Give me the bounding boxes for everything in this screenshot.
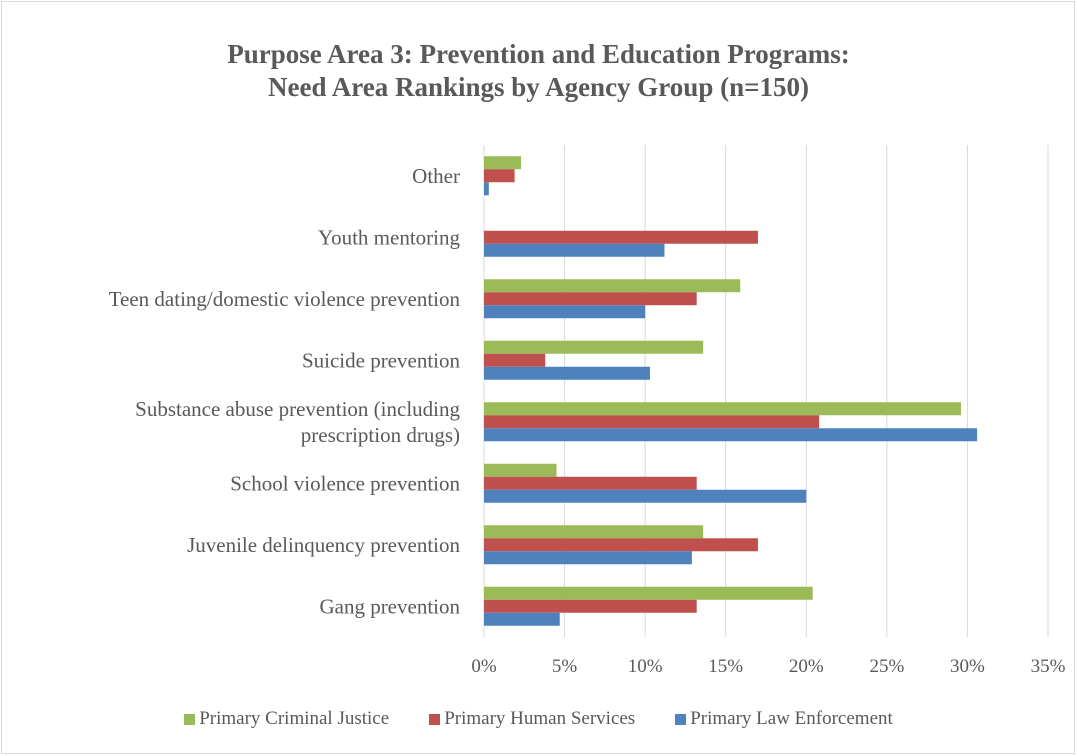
chart-title-line-2: Need Area Rankings by Agency Group (n=15… (268, 72, 809, 102)
x-tick-label-6: 30% (950, 656, 985, 677)
x-tick-label-4: 20% (789, 656, 824, 677)
bar-1-7 (484, 525, 704, 539)
legend-swatch-criminal-justice (184, 713, 196, 725)
category-label-5-line-1: Substance abuse prevention (including (135, 397, 460, 421)
bar-3-8 (484, 612, 560, 626)
bar-2-1 (484, 169, 515, 183)
bar-1-6 (484, 463, 557, 477)
legend: Primary Criminal Justice Primary Human S… (0, 708, 1077, 730)
bar-1-5 (484, 402, 961, 416)
bar-2-6 (484, 476, 697, 490)
legend-label-criminal-justice: Primary Criminal Justice (199, 708, 390, 729)
legend-swatch-law-enforcement (675, 713, 687, 725)
bar-3-1 (484, 182, 489, 196)
bar-3-7 (484, 551, 692, 565)
bar-2-3 (484, 292, 697, 306)
x-tick-label-0: 0% (471, 656, 497, 677)
chart-title: Purpose Area 3: Prevention and Education… (0, 38, 1077, 104)
category-label-7: Juvenile delinquency prevention (187, 533, 460, 557)
x-tick-label-2: 10% (628, 656, 663, 677)
bar-2-7 (484, 538, 758, 552)
category-label-8: Gang prevention (319, 594, 460, 618)
category-label-3: Teen dating/domestic violence prevention (109, 287, 461, 311)
bar-2-2 (484, 230, 758, 244)
bar-1-8 (484, 586, 813, 600)
legend-label-human-services: Primary Human Services (444, 708, 636, 729)
legend-item-criminal-justice: Primary Criminal Justice (184, 708, 389, 730)
category-label-2: Youth mentoring (318, 225, 460, 249)
legend-label-law-enforcement: Primary Law Enforcement (690, 708, 893, 729)
category-label-4: Suicide prevention (302, 348, 461, 372)
bar-1-1 (484, 156, 522, 170)
bar-3-4 (484, 366, 650, 380)
x-tick-label-3: 15% (708, 656, 743, 677)
chart-title-line-1: Purpose Area 3: Prevention and Education… (227, 39, 850, 69)
legend-item-law-enforcement: Primary Law Enforcement (675, 708, 893, 730)
category-label-5-line-2: prescription drugs) (301, 423, 460, 447)
bar-3-2 (484, 243, 665, 257)
bar-1-4 (484, 340, 704, 354)
legend-item-human-services: Primary Human Services (429, 708, 635, 730)
x-tick-label-1: 5% (552, 656, 578, 677)
bar-2-8 (484, 599, 697, 613)
category-label-6: School violence prevention (230, 471, 460, 495)
bar-3-5 (484, 428, 978, 442)
x-tick-label-5: 25% (869, 656, 904, 677)
bar-2-4 (484, 353, 546, 367)
legend-swatch-human-services (429, 713, 441, 725)
category-label-1: Other (412, 164, 460, 188)
bar-3-3 (484, 305, 646, 319)
bar-3-6 (484, 489, 807, 503)
bar-1-3 (484, 279, 741, 293)
x-tick-label-7: 35% (1031, 656, 1066, 677)
bar-2-5 (484, 415, 820, 429)
